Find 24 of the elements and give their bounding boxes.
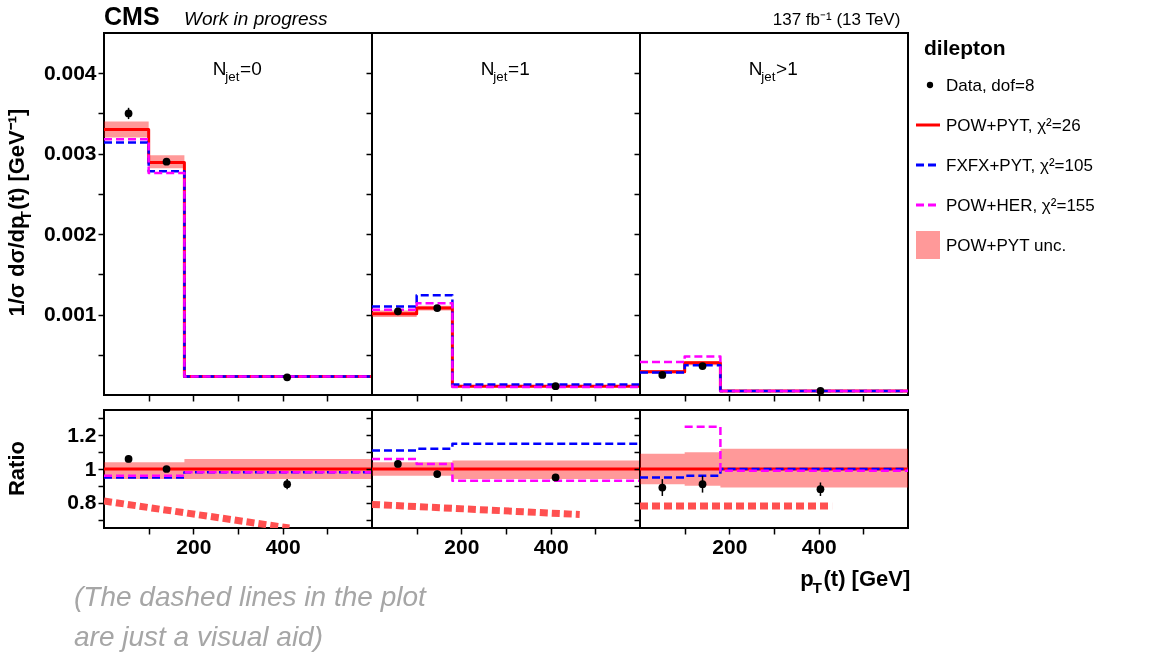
y-axis-title: Ratio (4, 441, 29, 497)
x-tick-label: 200 (712, 534, 748, 558)
text: Work in progress (184, 8, 329, 29)
y-tick-label: 0.002 (43, 221, 97, 245)
legend-label: POW+PYT, χ²=26 (946, 116, 1081, 135)
y-tick-label: 1 (84, 456, 97, 480)
x-tick-label: 400 (265, 534, 301, 558)
x-tick-label: 400 (801, 534, 837, 558)
x-tick-label: 200 (444, 534, 480, 558)
text: CMS (104, 2, 160, 30)
y-tick-label: 0.8 (67, 490, 97, 514)
legend-title: dilepton (924, 36, 1006, 59)
x-tick-label: 400 (533, 534, 569, 558)
y-tick-label: 0.001 (43, 302, 97, 326)
legend-label: Data, dof=8 (946, 76, 1035, 95)
y-tick-label: 0.003 (43, 141, 97, 165)
text: POW+PYT unc. (946, 236, 1067, 255)
x-tick-label: 200 (176, 534, 212, 558)
text: 137 fb⁻¹ (13 TeV) (772, 10, 901, 29)
text: (The dashed lines in the plot are just a visual aid) (74, 581, 427, 652)
y-tick-label: 1.2 (67, 422, 97, 446)
y-tick-label: 0.004 (43, 60, 97, 84)
legend-label: FXFX+PYT, χ²=105 (946, 156, 1093, 175)
legend-label: POW+HER, χ²=155 (946, 196, 1095, 215)
